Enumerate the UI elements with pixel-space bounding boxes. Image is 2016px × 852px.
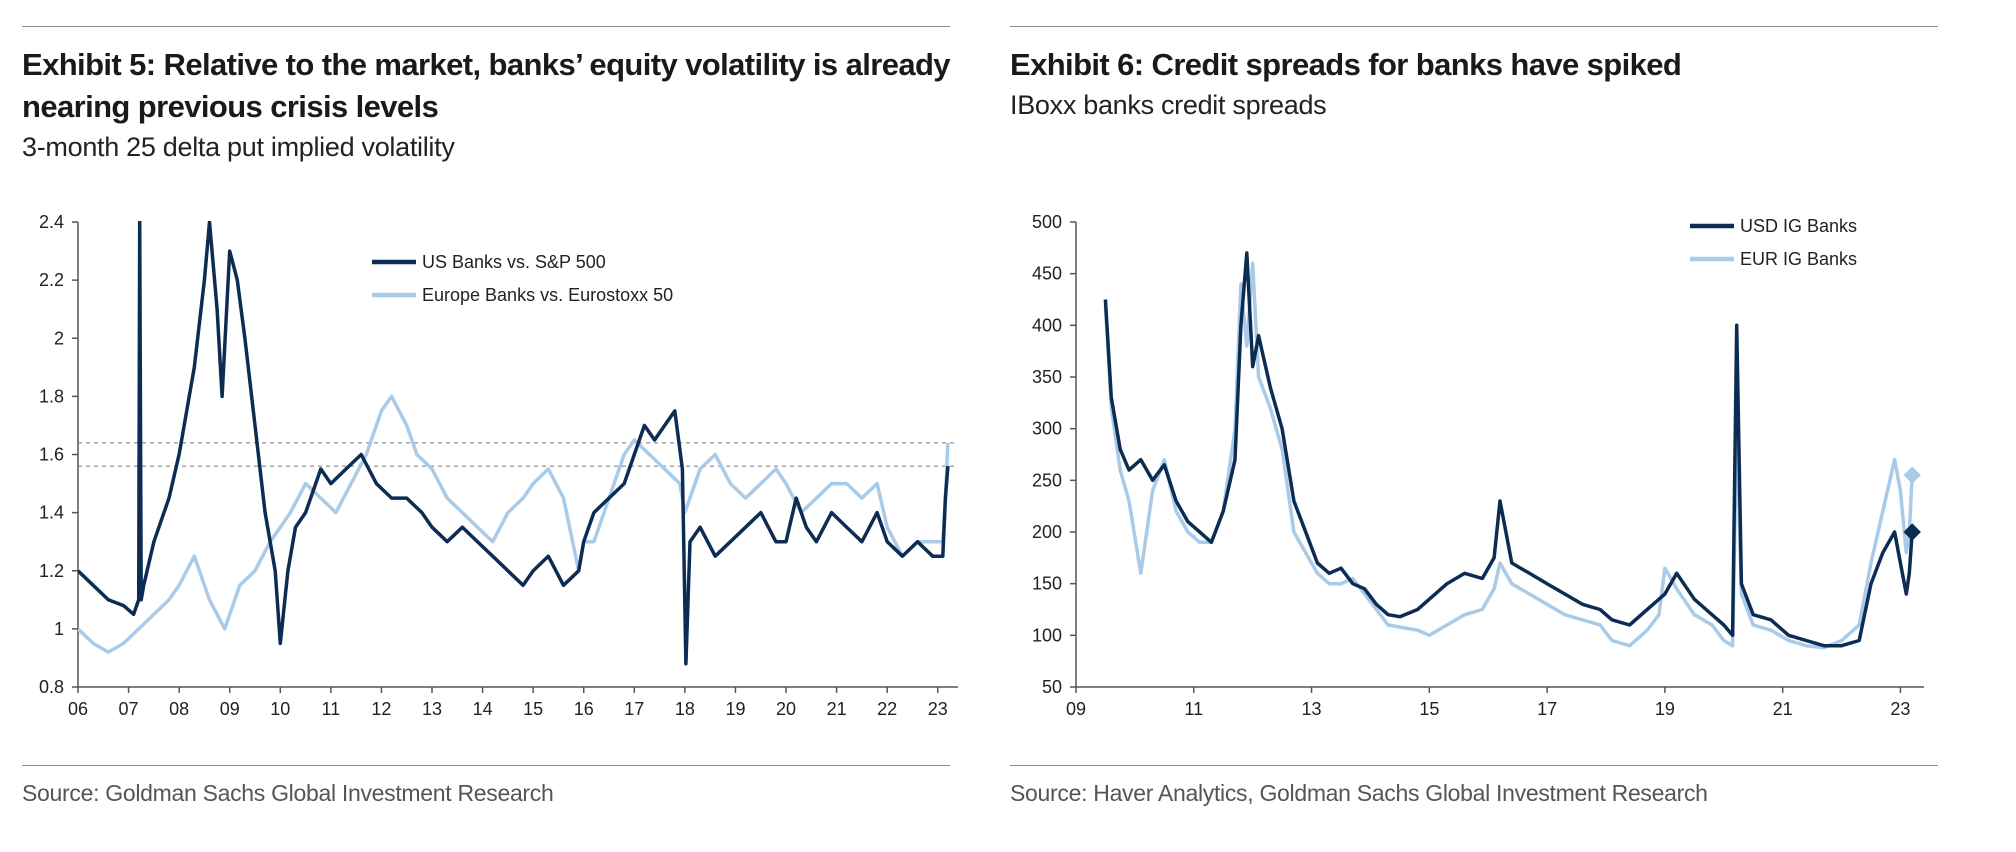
- series-line-primary: [78, 221, 950, 666]
- x-tick-label: 21: [1773, 699, 1793, 719]
- series-line-secondary: [78, 394, 950, 654]
- x-tick-label: 22: [877, 699, 897, 719]
- x-tick-label: 11: [1184, 699, 1203, 719]
- legend-label: USD IG Banks: [1740, 216, 1857, 236]
- y-tick-label: 250: [1032, 470, 1062, 490]
- x-tick-label: 17: [624, 699, 644, 719]
- x-tick-label: 23: [1890, 699, 1910, 719]
- top-divider: [22, 26, 950, 27]
- x-tick-label: 06: [68, 699, 88, 719]
- y-tick-label: 2.2: [39, 270, 64, 290]
- x-tick-label: 13: [422, 699, 442, 719]
- x-tick-label: 14: [473, 699, 493, 719]
- bottom-divider: [1010, 765, 1938, 766]
- right-exhibit-panel: Exhibit 6: Credit spreads for banks have…: [1010, 0, 1938, 852]
- series-line-secondary: [1103, 261, 1914, 650]
- y-tick-label: 2: [54, 328, 64, 348]
- legend-label: EUR IG Banks: [1740, 249, 1857, 269]
- legend-label: US Banks vs. S&P 500: [422, 252, 606, 272]
- x-tick-label: 07: [119, 699, 139, 719]
- y-tick-label: 300: [1032, 419, 1062, 439]
- x-tick-label: 21: [827, 699, 847, 719]
- y-tick-label: 50: [1042, 677, 1062, 697]
- y-tick-label: 0.8: [39, 677, 64, 697]
- x-tick-label: 16: [574, 699, 594, 719]
- x-tick-label: 09: [1066, 699, 1086, 719]
- x-tick-label: 15: [523, 699, 543, 719]
- chart-subtitle: 3-month 25 delta put implied volatility: [22, 132, 455, 162]
- chart-subtitle: IBoxx banks credit spreads: [1010, 90, 1327, 120]
- x-tick-label: 08: [169, 699, 189, 719]
- x-tick-label: 11: [322, 699, 341, 719]
- y-tick-label: 500: [1032, 212, 1062, 232]
- x-tick-label: 10: [270, 699, 290, 719]
- credit-spreads-line-chart: 50 100 150 200 250 300 350 400 450 500 09 11 13 15 17 1…: [1032, 212, 1924, 719]
- y-tick-label: 2.4: [39, 212, 64, 232]
- x-tick-label: 17: [1537, 699, 1557, 719]
- left-exhibit-panel: Exhibit 5: Relative to the market, banks…: [22, 0, 958, 852]
- y-tick-label: 400: [1032, 315, 1062, 335]
- y-tick-label: 1.8: [39, 386, 64, 406]
- chart-title: Exhibit 5: Relative to the market, banks…: [22, 47, 951, 124]
- y-tick-label: 1.4: [39, 503, 64, 523]
- y-tick-label: 450: [1032, 264, 1062, 284]
- volatility-line-chart: 0.8 1 1.2 1.4 1.6 1.8 2 2.2 2.4 06 07 08 09 10 11 12 13 1…: [39, 212, 958, 719]
- y-tick-label: 200: [1032, 522, 1062, 542]
- x-tick-label: 13: [1302, 699, 1322, 719]
- y-tick-label: 100: [1032, 625, 1062, 645]
- top-divider: [1010, 26, 1938, 27]
- x-tick-label: 19: [1655, 699, 1675, 719]
- x-tick-label: 19: [725, 699, 745, 719]
- x-tick-label: 23: [928, 699, 948, 719]
- x-tick-label: 12: [371, 699, 391, 719]
- source-note: Source: Haver Analytics, Goldman Sachs G…: [1010, 780, 1708, 806]
- series-end-marker: [1903, 466, 1921, 484]
- y-tick-label: 1: [54, 619, 64, 639]
- legend-label: Europe Banks vs. Eurostoxx 50: [422, 285, 673, 305]
- x-tick-label: 20: [776, 699, 796, 719]
- y-tick-label: 350: [1032, 367, 1062, 387]
- chart-title: Exhibit 6: Credit spreads for banks have…: [1010, 47, 1682, 82]
- x-tick-label: 15: [1419, 699, 1439, 719]
- x-tick-label: 09: [220, 699, 240, 719]
- series-end-marker: [1903, 523, 1921, 541]
- source-note: Source: Goldman Sachs Global Investment …: [22, 780, 554, 806]
- bottom-divider: [22, 765, 950, 766]
- series-line-primary: [1103, 251, 1914, 648]
- x-tick-label: 18: [675, 699, 695, 719]
- y-tick-label: 1.6: [39, 445, 64, 465]
- y-tick-label: 1.2: [39, 561, 64, 581]
- y-tick-label: 150: [1032, 574, 1062, 594]
